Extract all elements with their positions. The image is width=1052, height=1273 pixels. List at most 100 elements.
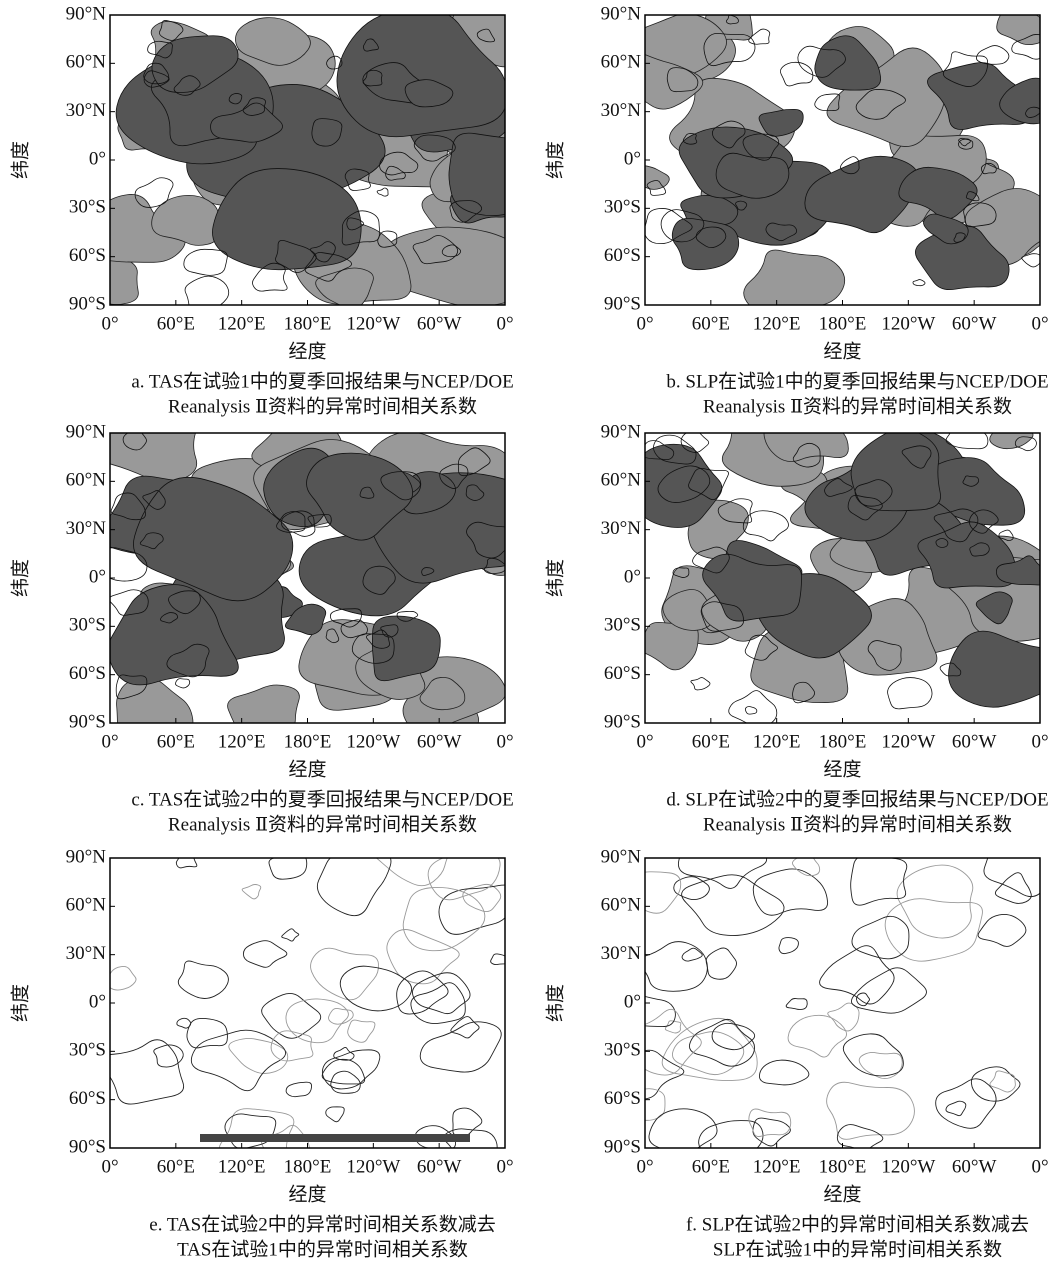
caption: Reanalysis Ⅱ资料的异常时间相关系数 <box>703 813 1012 835</box>
caption: TAS在试验1中的异常时间相关系数 <box>177 1238 468 1260</box>
caption: b. SLP在试验1中的夏季回报结果与NCEP/DOE <box>666 370 1048 392</box>
x-tick-label: 60°E <box>692 1156 730 1177</box>
x-tick-label: 60°W <box>952 731 997 752</box>
y-tick-label: 60°S <box>604 663 641 684</box>
map-background <box>110 858 505 1148</box>
x-tick-label: 180°E <box>284 731 332 752</box>
x-tick-label: 0° <box>636 1156 653 1177</box>
x-tick-label: 120°W <box>881 731 935 752</box>
caption: Reanalysis Ⅱ资料的异常时间相关系数 <box>168 395 477 417</box>
shade-light <box>764 414 848 461</box>
x-tick-label: 120°E <box>753 313 801 334</box>
y-tick-label: 90°S <box>69 711 106 732</box>
y-tick-label: 30°N <box>601 518 642 539</box>
y-tick-label: 0° <box>89 991 106 1012</box>
x-tick-label: 60°E <box>692 731 730 752</box>
x-tick-label: 0° <box>496 313 513 334</box>
x-tick-label: 120°E <box>218 1156 266 1177</box>
caption: Reanalysis Ⅱ资料的异常时间相关系数 <box>168 813 477 835</box>
y-tick-label: 60°S <box>69 663 106 684</box>
map-panel: 90°N60°N30°N0°30°S60°S90°S0°60°E120°E180… <box>544 832 1052 1260</box>
x-tick-label: 120°W <box>881 1156 935 1177</box>
y-tick-label: 30°S <box>604 1040 641 1061</box>
y-tick-label: 90°N <box>66 846 107 867</box>
x-tick-label: 120°E <box>753 731 801 752</box>
y-tick-label: 90°N <box>601 3 642 24</box>
x-tick-label: 120°W <box>346 731 400 752</box>
caption: e. TAS在试验2中的异常时间相关系数减去 <box>149 1213 495 1235</box>
map-field <box>94 400 546 744</box>
y-tick-label: 30°S <box>69 615 106 636</box>
x-tick-label: 180°E <box>819 1156 867 1177</box>
x-tick-label: 0° <box>101 313 118 334</box>
y-tick-label: 90°S <box>69 293 106 314</box>
x-tick-label: 60°W <box>417 731 462 752</box>
y-tick-label: 90°N <box>601 421 642 442</box>
x-tick-label: 120°W <box>346 1156 400 1177</box>
y-tick-label: 0° <box>624 148 641 169</box>
x-tick-label: 180°E <box>819 731 867 752</box>
map-background <box>645 858 1040 1148</box>
map-field <box>630 399 1052 727</box>
caption: f. SLP在试验2中的异常时间相关系数减去 <box>686 1213 1029 1235</box>
y-tick-label: 30°N <box>66 518 107 539</box>
y-tick-label: 0° <box>624 991 641 1012</box>
figure: 90°N60°N30°N0°30°S60°S90°S0°60°E120°E180… <box>0 0 1052 1273</box>
x-tick-label: 120°E <box>218 731 266 752</box>
y-tick-label: 90°S <box>604 293 641 314</box>
x-axis-label: 经度 <box>288 758 326 780</box>
x-tick-label: 60°W <box>417 1156 462 1177</box>
x-tick-label: 0° <box>1031 731 1048 752</box>
x-axis-label: 经度 <box>823 340 861 362</box>
x-tick-label: 120°E <box>753 1156 801 1177</box>
y-axis-label: 纬度 <box>9 559 31 597</box>
y-tick-label: 0° <box>624 566 641 587</box>
x-axis-label: 经度 <box>823 758 861 780</box>
y-tick-label: 0° <box>89 148 106 169</box>
y-tick-label: 30°S <box>69 197 106 218</box>
y-tick-label: 30°N <box>601 100 642 121</box>
y-tick-label: 90°N <box>66 3 107 24</box>
y-tick-label: 60°N <box>66 52 107 73</box>
x-tick-label: 0° <box>1031 313 1048 334</box>
map-panel: 90°N60°N30°N0°30°S60°S90°S0°60°E120°E180… <box>9 822 514 1261</box>
x-axis-label: 经度 <box>823 1183 861 1205</box>
caption: a. TAS在试验1中的夏季回报结果与NCEP/DOE <box>131 370 513 392</box>
x-tick-label: 120°E <box>218 313 266 334</box>
x-tick-label: 0° <box>496 731 513 752</box>
x-tick-label: 60°E <box>157 313 195 334</box>
x-tick-label: 60°W <box>952 1156 997 1177</box>
y-tick-label: 60°S <box>604 1088 641 1109</box>
y-tick-label: 60°N <box>66 470 107 491</box>
y-tick-label: 60°S <box>604 245 641 266</box>
y-tick-label: 30°S <box>69 1040 106 1061</box>
y-tick-label: 0° <box>89 566 106 587</box>
x-tick-label: 0° <box>496 1156 513 1177</box>
y-axis-label: 纬度 <box>9 141 31 179</box>
x-tick-label: 120°W <box>881 313 935 334</box>
y-tick-label: 90°S <box>69 1136 106 1157</box>
y-tick-label: 30°S <box>604 197 641 218</box>
y-tick-label: 90°N <box>601 846 642 867</box>
x-tick-label: 60°E <box>692 313 730 334</box>
y-tick-label: 30°N <box>66 100 107 121</box>
x-tick-label: 0° <box>1031 1156 1048 1177</box>
y-tick-label: 60°N <box>601 895 642 916</box>
x-tick-label: 0° <box>101 1156 118 1177</box>
y-tick-label: 30°S <box>604 615 641 636</box>
shade-dark <box>449 133 553 216</box>
y-tick-label: 60°S <box>69 1088 106 1109</box>
y-tick-label: 60°N <box>601 470 642 491</box>
caption: d. SLP在试验2中的夏季回报结果与NCEP/DOE <box>666 788 1048 810</box>
x-tick-label: 180°E <box>819 313 867 334</box>
x-axis-label: 经度 <box>288 340 326 362</box>
x-tick-label: 60°W <box>952 313 997 334</box>
map-panel: 90°N60°N30°N0°30°S60°S90°S0°60°E120°E180… <box>9 0 553 417</box>
shade-dark <box>672 218 738 269</box>
map-field <box>617 832 1052 1162</box>
y-axis-label: 纬度 <box>544 141 566 179</box>
x-tick-label: 180°E <box>284 313 332 334</box>
x-tick-label: 60°W <box>417 313 462 334</box>
map-panel: 90°N60°N30°N0°30°S60°S90°S0°60°E120°E180… <box>544 399 1052 835</box>
